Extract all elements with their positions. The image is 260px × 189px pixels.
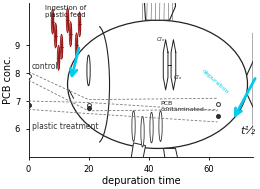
Text: $Cl_x$: $Cl_x$ (156, 35, 166, 44)
Text: Ingestion of
plastic feed: Ingestion of plastic feed (45, 5, 86, 18)
Circle shape (75, 33, 78, 58)
Polygon shape (244, 15, 260, 154)
Text: t½: t½ (240, 126, 255, 136)
Y-axis label: PCB conc.: PCB conc. (3, 56, 14, 104)
Circle shape (150, 112, 153, 143)
Ellipse shape (68, 20, 248, 148)
Circle shape (132, 111, 135, 142)
Circle shape (60, 34, 63, 59)
Circle shape (57, 45, 60, 70)
Polygon shape (128, 143, 146, 182)
Polygon shape (140, 0, 176, 20)
Text: plastic treatment: plastic treatment (31, 122, 98, 131)
Circle shape (69, 22, 72, 47)
Circle shape (159, 111, 162, 142)
Text: $Cl_x$: $Cl_x$ (173, 73, 183, 82)
Text: PCB
contaminated: PCB contaminated (160, 101, 204, 112)
X-axis label: depuration time: depuration time (102, 176, 180, 186)
Circle shape (87, 55, 90, 86)
Polygon shape (164, 148, 181, 189)
Circle shape (54, 23, 57, 48)
Text: control: control (31, 62, 58, 71)
Circle shape (66, 8, 69, 33)
Circle shape (141, 116, 144, 147)
Circle shape (51, 9, 54, 34)
Text: depuration: depuration (200, 68, 230, 95)
Circle shape (78, 12, 81, 37)
